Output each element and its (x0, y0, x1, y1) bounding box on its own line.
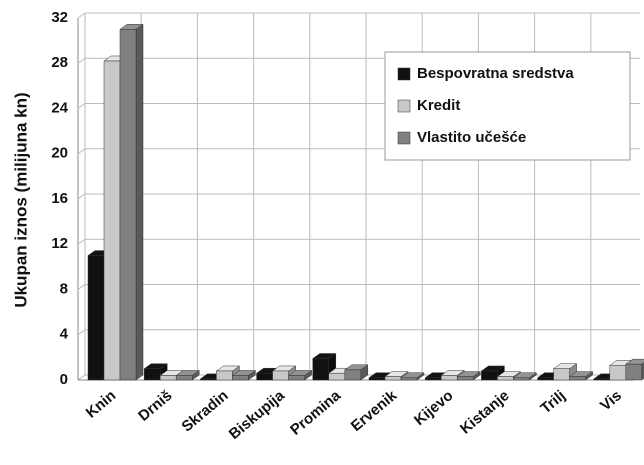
bar (440, 375, 458, 381)
y-tick-label: 16 (51, 190, 68, 207)
bar (200, 378, 217, 381)
bar (103, 60, 121, 381)
bar (497, 376, 514, 381)
bar (256, 372, 273, 381)
legend-swatch (397, 67, 411, 81)
y-tick-label: 24 (51, 99, 68, 116)
bar (272, 370, 289, 381)
bar (384, 376, 402, 381)
y-tick-label: 32 (51, 9, 68, 26)
x-tick-label: Kistanje (457, 387, 513, 438)
grid-line-side (77, 103, 86, 109)
y-tick-label: 8 (60, 280, 68, 297)
x-tick-label: Skradin (179, 387, 232, 435)
x-tick-label: Vis (597, 387, 625, 414)
legend-label: Bespovratna sredstva (417, 65, 574, 82)
bar (216, 370, 233, 381)
bar (609, 365, 627, 381)
legend (384, 51, 631, 161)
legend-label: Vlastito učešće (417, 129, 526, 146)
bar (175, 375, 193, 381)
x-tick-label: Biskupija (226, 387, 289, 443)
grid-line-side (77, 148, 86, 155)
bar-side (135, 23, 144, 381)
bar (288, 375, 305, 381)
bar (232, 375, 249, 381)
bar (159, 375, 177, 381)
bar (368, 377, 386, 381)
grid-line-side (77, 374, 86, 381)
grid-line-side (77, 12, 86, 19)
bar (553, 368, 570, 381)
y-tick-label: 20 (51, 145, 68, 162)
bar (400, 377, 418, 381)
bar (344, 369, 362, 381)
legend-label: Kredit (417, 97, 460, 114)
bar (625, 363, 643, 381)
bar (312, 358, 330, 381)
y-tick-label: 12 (51, 235, 68, 252)
grid-line-side (77, 329, 86, 336)
bar (328, 372, 346, 381)
x-tick-label: Ervenik (348, 387, 401, 435)
grid-line-side (77, 238, 86, 245)
x-tick-label: Drniš (135, 387, 175, 425)
y-tick-label: 0 (60, 371, 68, 388)
x-tick-label: Trilj (537, 387, 568, 417)
bar (424, 377, 442, 381)
y-axis-label: Ukupan iznos (milijuna kn) (11, 92, 30, 307)
bar (87, 255, 105, 381)
x-tick-label: Knin (83, 387, 119, 421)
legend-swatch (397, 131, 411, 145)
bar (537, 377, 554, 381)
bar (143, 368, 161, 381)
bar (456, 376, 474, 381)
x-tick-label: Promina (287, 387, 344, 439)
y-tick-label: 4 (60, 326, 69, 343)
legend-swatch (397, 99, 411, 113)
grid-line-side (77, 284, 86, 290)
bar (119, 29, 137, 381)
bar (593, 378, 611, 381)
bar (569, 376, 586, 381)
grid-line-side (77, 57, 86, 64)
bar (481, 370, 498, 381)
bar (513, 377, 530, 381)
grid-line-side (77, 193, 86, 200)
y-tick-label: 28 (51, 54, 68, 71)
x-tick-label: Kijevo (411, 387, 456, 429)
